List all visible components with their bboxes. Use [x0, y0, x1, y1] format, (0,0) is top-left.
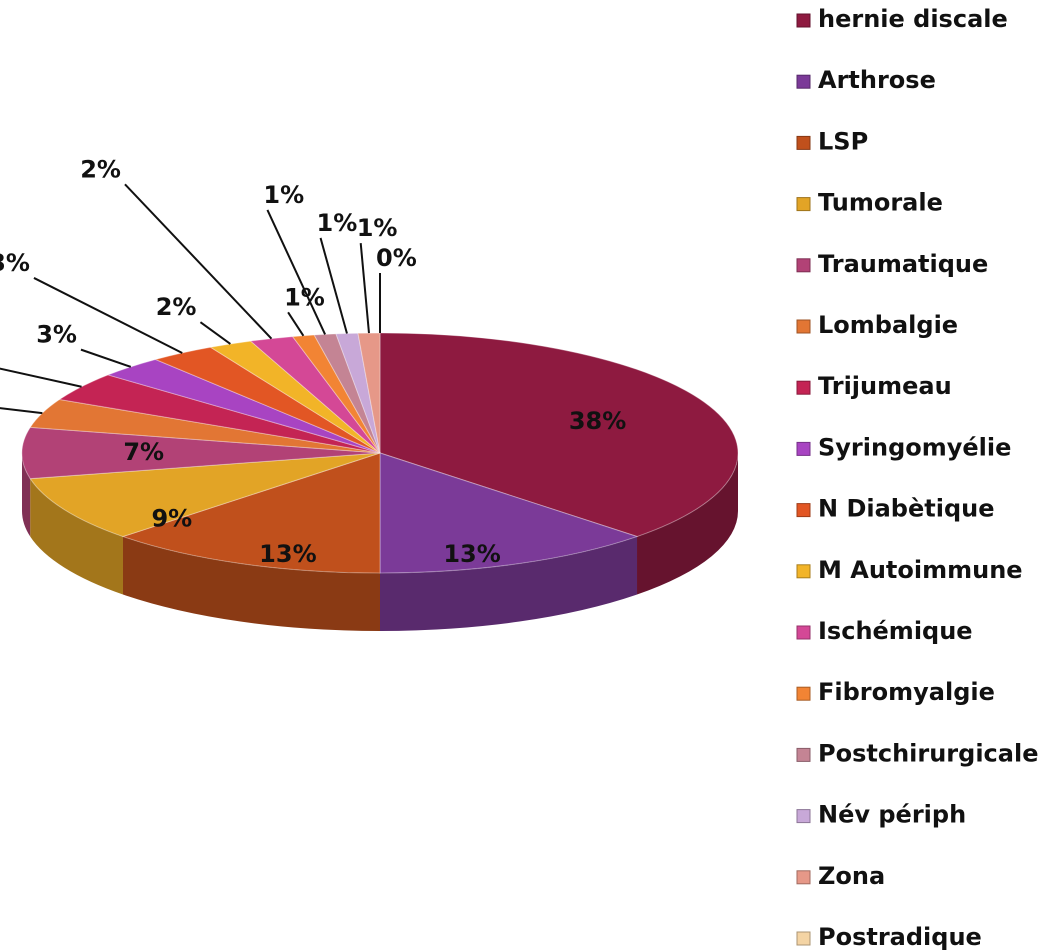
- legend-swatch: [796, 686, 811, 701]
- legend-swatch: [796, 870, 811, 885]
- pie-slice: [313, 333, 381, 454]
- pie-slice: [335, 332, 381, 454]
- pie-side: [30, 478, 123, 595]
- pie-slice: [106, 358, 381, 454]
- legend-item: N Diabètique: [796, 495, 994, 523]
- legend-swatch: [796, 319, 811, 334]
- legend-label: Postradique: [818, 923, 982, 951]
- legend-swatch: [796, 441, 811, 456]
- legend-item: Fibromyalgie: [796, 678, 995, 706]
- legend-label: Ischémique: [818, 617, 973, 645]
- legend-item: Trijumeau: [796, 372, 952, 400]
- legend-label: hernie discale: [818, 5, 1008, 33]
- legend-swatch: [796, 564, 811, 579]
- legend-item: Postradique: [796, 923, 982, 951]
- pie-slice: [58, 374, 381, 454]
- pie-slice: [121, 452, 381, 574]
- leader-line: [319, 237, 348, 334]
- legend-item: Syringomyélie: [796, 433, 1011, 461]
- leader-line: [287, 311, 305, 337]
- legend-item: Zona: [796, 862, 885, 890]
- legend-swatch: [796, 74, 811, 89]
- legend-label: N Diabètique: [818, 495, 994, 523]
- data-label: 1%: [263, 181, 304, 209]
- legend-label: Syringomyélie: [818, 433, 1011, 461]
- legend-swatch: [796, 931, 811, 946]
- legend-label: Postchirurgicale: [818, 739, 1038, 767]
- pie-side: [380, 536, 638, 631]
- data-label: 0%: [376, 244, 417, 272]
- leader-line: [359, 243, 370, 334]
- legend-label: Zona: [818, 862, 885, 890]
- legend-item: M Autoimmune: [796, 556, 1023, 584]
- legend-item: hernie discale: [796, 5, 1008, 33]
- leader-line: [266, 209, 326, 335]
- legend-swatch: [796, 747, 811, 762]
- data-label: 9%: [151, 504, 192, 532]
- legend-label: LSP: [818, 127, 868, 155]
- data-label: 38%: [569, 407, 626, 435]
- legend-label: Fibromyalgie: [818, 678, 995, 706]
- legend-swatch: [796, 258, 811, 273]
- pie-slice: [21, 426, 381, 480]
- pie-slice: [154, 346, 381, 454]
- pie-side: [122, 536, 380, 631]
- leader-line: [124, 183, 273, 340]
- legend-label: Tumorale: [818, 189, 943, 217]
- pie-side: [637, 453, 738, 595]
- pie-side: [22, 453, 31, 537]
- leader-line: [80, 348, 132, 368]
- data-label: 1%: [357, 214, 398, 242]
- leader-line: [33, 277, 183, 354]
- legend-label: Név périph: [818, 801, 966, 829]
- data-label: 2%: [80, 155, 121, 183]
- data-label: 2%: [156, 293, 197, 321]
- legend-item: Tumorale: [796, 189, 943, 217]
- legend-swatch: [796, 625, 811, 640]
- legend-label: Lombalgie: [818, 311, 958, 339]
- legend-label: Traumatique: [818, 250, 988, 278]
- legend-item: Traumatique: [796, 250, 988, 278]
- legend-swatch: [796, 809, 811, 824]
- legend-swatch: [796, 135, 811, 150]
- legend-label: Arthrose: [818, 66, 936, 94]
- legend-item: Arthrose: [796, 66, 936, 94]
- legend-item: Ischémique: [796, 617, 973, 645]
- legend-item: Név périph: [796, 801, 966, 829]
- legend-label: M Autoimmune: [818, 556, 1023, 584]
- pie-slice: [209, 340, 381, 454]
- leader-line: [0, 407, 43, 415]
- data-label: 13%: [443, 540, 500, 568]
- legend-swatch: [796, 13, 811, 28]
- pie-slice: [379, 332, 739, 538]
- data-label: 13%: [259, 540, 316, 568]
- data-label: 1%: [317, 209, 358, 237]
- legend-item: Lombalgie: [796, 311, 958, 339]
- legend-swatch: [796, 503, 811, 518]
- pie-slice: [29, 452, 381, 538]
- data-label: 3%: [0, 249, 30, 277]
- leader-line: [0, 367, 82, 388]
- legend-item: Postchirurgicale: [796, 739, 1038, 767]
- legend-swatch: [796, 380, 811, 395]
- data-label: 3%: [36, 321, 77, 349]
- legend-swatch: [796, 197, 811, 212]
- legend-item: LSP: [796, 127, 868, 155]
- data-label: 7%: [123, 438, 164, 466]
- leader-line: [199, 321, 231, 345]
- pie-slice: [379, 452, 639, 574]
- legend-label: Trijumeau: [818, 372, 952, 400]
